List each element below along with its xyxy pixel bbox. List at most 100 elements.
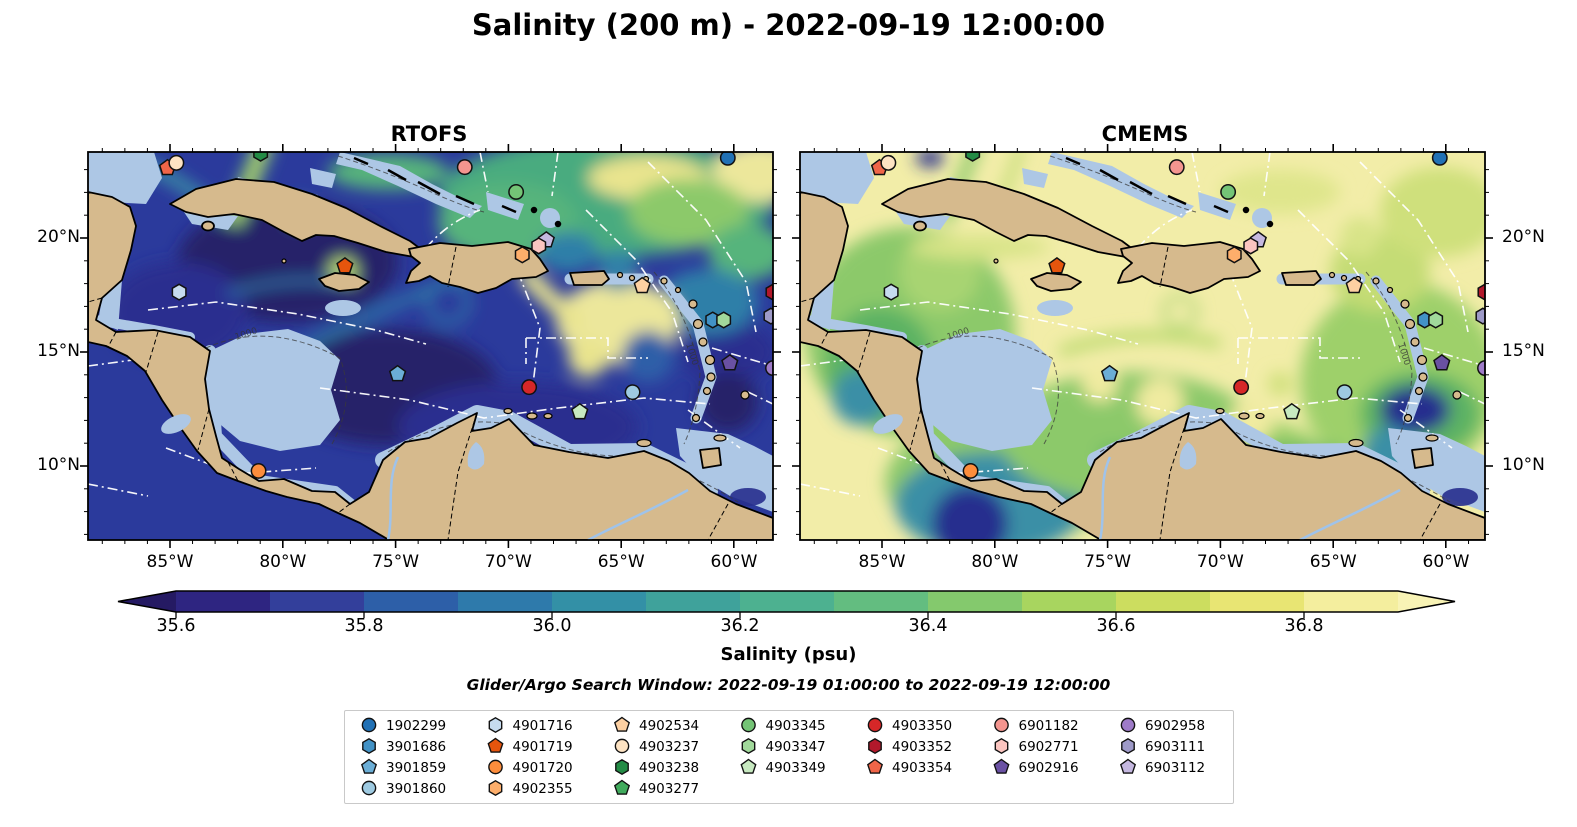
- float-marker: [1345, 276, 1363, 294]
- x-tick-label: 80°W: [259, 552, 307, 572]
- float-marker: [1431, 152, 1448, 166]
- legend-entry-label: 4901719: [513, 739, 573, 755]
- float-marker: [250, 462, 267, 479]
- axes-frame: [87, 151, 774, 541]
- float-markers-cmems: [870, 152, 1485, 479]
- float-marker: [521, 379, 538, 396]
- float-marker: [1336, 384, 1353, 401]
- legend-entry-label: 4903345: [766, 718, 826, 734]
- legend-entry-label: 6903112: [1145, 760, 1205, 776]
- float-marker: [171, 283, 187, 301]
- legend-entry-label: 6902916: [1019, 760, 1079, 776]
- float-marker: [994, 717, 1009, 733]
- legend-entry: 4903238: [615, 759, 699, 776]
- float-marker: [361, 717, 377, 733]
- legend-entry: 6903112: [1119, 758, 1205, 776]
- panel-title-cmems: CMEMS: [1101, 122, 1189, 146]
- float-marker: [1475, 307, 1485, 325]
- float-marker: [1477, 283, 1485, 301]
- float-marker: [508, 184, 525, 200]
- x-tick-label: 85°W: [858, 552, 906, 572]
- legend-entry: 4901719: [487, 737, 573, 755]
- axis-ticks-rtofs: [80, 144, 781, 548]
- float-marker: [716, 311, 732, 329]
- float-marker: [993, 758, 1010, 774]
- float-marker: [741, 717, 756, 733]
- legend-entry-label: 4901720: [513, 760, 573, 776]
- colorbar-ticks: [175, 612, 1305, 618]
- float-marker: [1168, 159, 1185, 176]
- float-marker: [388, 364, 407, 382]
- legend-entry: 6902958: [1120, 717, 1205, 734]
- colorbar-tick-label: 36.4: [908, 616, 948, 636]
- float-marker: [741, 738, 756, 754]
- float-marker: [514, 246, 530, 264]
- x-tick-label: 80°W: [971, 552, 1019, 572]
- legend-entry: 6901182: [994, 717, 1079, 734]
- legend-entry-label: 6902771: [1019, 739, 1079, 755]
- x-tick-label: 60°W: [710, 552, 758, 572]
- map-panel-cmems: [792, 144, 1493, 548]
- legend-entry: 4903277: [613, 779, 699, 797]
- float-marker: [615, 759, 629, 775]
- float-marker: [883, 283, 899, 301]
- float-marker: [719, 152, 736, 166]
- y-tick-label-left: 10°N: [37, 455, 80, 475]
- float-marker: [1220, 184, 1237, 200]
- float-marker: [633, 276, 651, 294]
- legend-entry: 4903347: [741, 738, 826, 755]
- float-marker: [1283, 402, 1301, 420]
- float-marker: [763, 307, 773, 325]
- legend-entry: 4901720: [488, 759, 573, 776]
- float-marker: [1243, 237, 1259, 255]
- x-tick-label: 75°W: [1084, 552, 1132, 572]
- colorbar-tick-label: 36.6: [1096, 616, 1136, 636]
- legend-entry-label: 1902299: [386, 718, 446, 734]
- legend-entry: 4903354: [866, 758, 952, 776]
- legend-entry-label: 4902534: [639, 718, 699, 734]
- legend-entry-label: 4903354: [892, 760, 952, 776]
- float-marker: [614, 738, 630, 754]
- float-marker: [866, 758, 884, 774]
- float-marker: [994, 738, 1009, 754]
- legend-entry: 4903345: [741, 717, 826, 734]
- search-window-subtitle: Glider/Argo Search Window: 2022-09-19 01…: [466, 676, 1111, 694]
- legend-entry: 3901859: [360, 758, 446, 776]
- legend-entry-label: 6901182: [1019, 718, 1079, 734]
- legend-entry-label: 4901716: [513, 718, 573, 734]
- float-marker: [336, 256, 354, 274]
- float-marker: [253, 152, 269, 162]
- float-marker: [1428, 311, 1444, 329]
- float-marker: [487, 737, 504, 753]
- legend-entry: 4903352: [868, 738, 952, 755]
- y-tick-label-right: 20°N: [1502, 227, 1545, 247]
- colorbar-tick-label: 36.0: [532, 616, 572, 636]
- float-marker: [868, 738, 882, 754]
- legend-entry-label: 4902355: [513, 781, 573, 797]
- float-marker: [1121, 738, 1135, 754]
- float-marker: [571, 402, 589, 420]
- legend-entry-label: 4903352: [892, 739, 952, 755]
- float-marker: [362, 738, 376, 754]
- legend-entry-label: 3901860: [386, 781, 446, 797]
- float-marker: [360, 758, 378, 774]
- float-marker: [1433, 353, 1451, 371]
- legend-entry-label: 4903238: [639, 760, 699, 776]
- float-marker: [721, 353, 739, 371]
- legend-entry: 3901860: [361, 780, 446, 797]
- float-markers-rtofs: [158, 152, 773, 479]
- float-marker: [965, 152, 981, 162]
- float-marker: [1048, 256, 1066, 274]
- legend-entry: 3901686: [362, 738, 446, 755]
- legend-entry: 6903111: [1121, 738, 1205, 755]
- figure-title: Salinity (200 m) - 2022-09-19 12:00:00: [471, 8, 1106, 42]
- float-marker: [361, 780, 377, 796]
- y-tick-label-right: 10°N: [1502, 455, 1545, 475]
- colorbar-tick-label: 36.2: [720, 616, 760, 636]
- float-marker: [488, 759, 503, 775]
- float-marker: [613, 716, 631, 732]
- float-marker: [168, 154, 185, 171]
- legend-entry-label: 4903237: [639, 739, 699, 755]
- legend-entry-label: 4903347: [766, 739, 826, 755]
- y-tick-label-right: 15°N: [1502, 341, 1545, 361]
